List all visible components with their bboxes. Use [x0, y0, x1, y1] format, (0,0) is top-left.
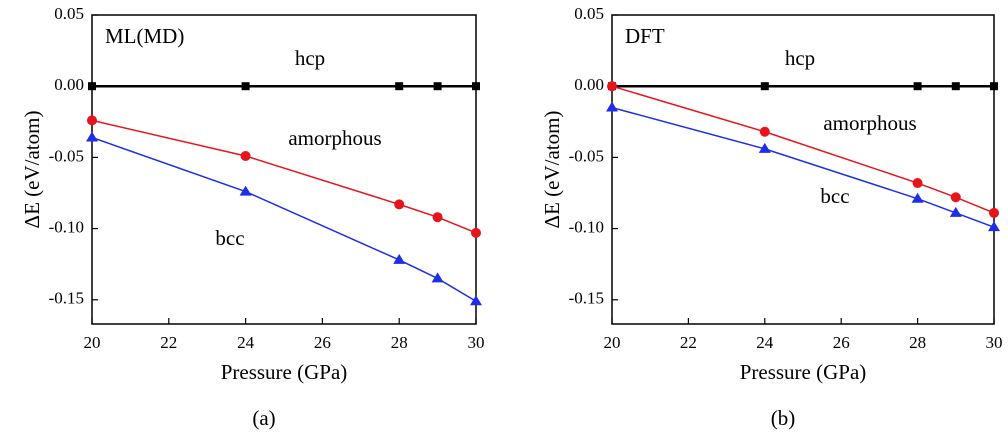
marker: [87, 115, 97, 126]
y-tick-label: -0.15: [569, 289, 604, 308]
panel-title: ML(MD): [105, 24, 184, 48]
x-tick-label: 28: [909, 333, 926, 352]
y-tick-label: 0.05: [54, 4, 84, 23]
marker: [395, 82, 404, 91]
marker: [240, 150, 251, 161]
y-tick-label: -0.05: [569, 146, 604, 165]
x-tick-label: 30: [468, 333, 485, 352]
marker: [239, 185, 252, 196]
x-tick-label: 26: [833, 333, 850, 352]
x-tick-label: 24: [237, 333, 255, 352]
marker: [472, 82, 480, 91]
y-tick-label: 0.00: [574, 75, 604, 94]
x-tick-label: 30: [986, 333, 1003, 352]
marker: [393, 253, 406, 264]
caption: (b): [771, 406, 796, 430]
y-axis-label: ΔE (eV/atom): [20, 111, 44, 229]
marker: [988, 221, 1000, 232]
series-line: [611, 85, 995, 214]
x-tick-label: 20: [604, 333, 621, 352]
marker: [951, 82, 960, 91]
series-label: hcp: [785, 46, 815, 70]
plot-frame: [91, 14, 477, 325]
marker: [432, 212, 443, 223]
series-label: hcp: [295, 46, 325, 70]
marker: [433, 82, 442, 91]
marker: [950, 192, 961, 203]
marker: [607, 81, 617, 92]
y-tick-label: 0.05: [574, 4, 604, 23]
y-tick-label: -0.10: [49, 218, 84, 237]
marker: [470, 295, 482, 306]
y-axis-label: ΔE (eV/atom): [540, 111, 564, 229]
marker: [913, 82, 922, 91]
x-axis-label: Pressure (GPa): [740, 360, 867, 384]
series-line: [91, 119, 477, 234]
y-tick-label: -0.05: [49, 146, 84, 165]
series-line: [91, 136, 477, 302]
marker: [759, 126, 770, 137]
series-label: amorphous: [823, 111, 916, 135]
y-tick-label: -0.10: [569, 218, 604, 237]
y-tick-label: -0.15: [49, 289, 84, 308]
x-tick-label: 28: [391, 333, 408, 352]
marker: [760, 82, 769, 91]
marker: [912, 178, 923, 189]
marker: [949, 206, 962, 217]
marker: [431, 272, 444, 283]
x-tick-label: 24: [756, 333, 774, 352]
panel-title: DFT: [625, 24, 665, 48]
x-tick-label: 22: [680, 333, 697, 352]
x-tick-label: 20: [84, 333, 101, 352]
marker: [241, 82, 250, 91]
x-axis-label: Pressure (GPa): [221, 360, 348, 384]
y-tick-label: 0.00: [54, 75, 84, 94]
x-tick-label: 26: [314, 333, 331, 352]
series-label: bcc: [215, 226, 244, 250]
caption: (a): [252, 406, 275, 430]
marker: [989, 207, 999, 218]
series-label: amorphous: [288, 126, 381, 150]
plot-frame: [611, 14, 995, 325]
marker: [394, 199, 405, 210]
x-tick-label: 22: [160, 333, 177, 352]
marker: [911, 192, 924, 203]
marker: [758, 142, 771, 153]
marker: [88, 82, 96, 91]
series-line: [611, 106, 995, 228]
series-label: bcc: [820, 184, 849, 208]
marker: [990, 82, 998, 91]
marker: [86, 131, 98, 142]
marker: [471, 227, 481, 238]
marker: [606, 101, 618, 112]
